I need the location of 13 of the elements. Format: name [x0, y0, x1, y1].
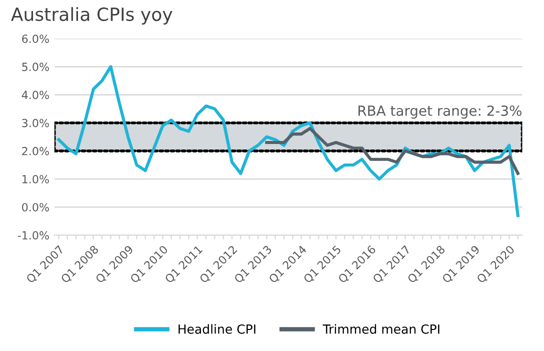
y-tick-label: 0.0%: [22, 203, 49, 212]
y-tick-label: 6.0%: [22, 34, 49, 43]
y-tick-label: 2.0%: [22, 146, 49, 156]
band-label: RBA target range: 2-3%: [358, 105, 522, 119]
y-tick-label: -1.0%: [18, 231, 49, 240]
y-tick-label: 5.0%: [22, 62, 49, 72]
line-series: [265, 126, 520, 175]
chart-title: Australia CPIs yoy: [11, 7, 172, 25]
y-tick-label: 4.0%: [22, 90, 49, 100]
legend-label: Trimmed mean CPI: [322, 324, 440, 334]
y-tick-label: 3.0%: [22, 118, 49, 128]
y-tick-label: 1.0%: [22, 174, 49, 184]
legend-label: Headline CPI: [178, 324, 256, 334]
